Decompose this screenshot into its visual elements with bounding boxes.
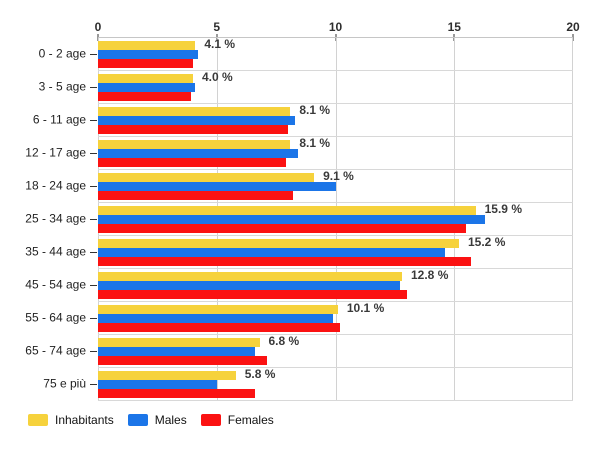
legend-entry-males[interactable]: Males — [127, 412, 187, 427]
legend-entry-females[interactable]: Females — [200, 412, 274, 427]
category-tick-mark — [90, 87, 97, 88]
inhabitants-bar[interactable] — [98, 41, 196, 50]
males-bar[interactable] — [98, 248, 445, 257]
legend-swatch — [200, 414, 221, 426]
females-bar[interactable] — [98, 59, 193, 68]
vertical-gridline — [572, 38, 573, 400]
inhabitants-bar[interactable] — [98, 107, 291, 116]
males-bar[interactable] — [98, 380, 217, 389]
females-bar[interactable] — [98, 158, 286, 167]
females-bar[interactable] — [98, 224, 467, 233]
category-tick-mark — [90, 351, 97, 352]
bar-value-label: 10.1 % — [346, 301, 385, 315]
chart-row: 45 - 54 age 12.8 % — [25, 268, 573, 302]
x-axis-tick-label: 5 — [213, 20, 221, 34]
inhabitants-bar[interactable] — [98, 173, 315, 182]
category-tick-mark — [90, 384, 97, 385]
category-label: 65 - 74 age — [25, 343, 86, 358]
females-bar[interactable] — [98, 290, 407, 299]
chart-row: 25 - 34 age 15.9 % — [25, 202, 573, 236]
bar-value-label: 8.1 % — [299, 103, 331, 117]
bar-value-label: 15.9 % — [484, 202, 522, 216]
legend-label: Inhabitants — [55, 412, 114, 427]
legend: Inhabitants Males Females — [28, 411, 274, 429]
legend-label: Males — [154, 412, 187, 427]
bar-value-label: 6.8 % — [268, 334, 300, 348]
males-bar[interactable] — [98, 83, 196, 92]
males-bar[interactable] — [98, 182, 336, 191]
males-bar[interactable] — [98, 347, 255, 356]
males-bar[interactable] — [98, 149, 298, 158]
females-bar[interactable] — [98, 125, 288, 134]
bar-value-label: 9.1 % — [323, 169, 354, 183]
category-label: 6 - 11 age — [32, 112, 86, 127]
legend-entry-inhabitants[interactable]: Inhabitants — [28, 412, 114, 427]
category-tick-mark — [90, 318, 97, 319]
category-tick-mark — [90, 285, 97, 286]
chart-row: 75 e più 5.8 % — [43, 367, 573, 401]
category-label: 35 - 44 age — [25, 244, 86, 259]
inhabitants-bar[interactable] — [98, 140, 291, 149]
bar-value-label: 5.8 % — [244, 367, 276, 381]
inhabitants-bar[interactable] — [98, 371, 236, 380]
legend-swatch — [127, 414, 148, 426]
plot-area: 0 - 2 age 4.1 % 3 - 5 age 4.0 % 6 - 11 age 8.… — [25, 37, 573, 401]
category-label: 12 - 17 age — [25, 145, 86, 160]
category-tick-mark — [90, 120, 97, 121]
x-axis: 0 5 10 15 20 — [94, 18, 580, 41]
category-label: 18 - 24 age — [25, 178, 86, 193]
inhabitants-bar[interactable] — [98, 305, 338, 314]
x-axis-tick-label: 20 — [566, 20, 580, 34]
category-tick-mark — [90, 219, 97, 220]
category-label: 45 - 54 age — [25, 277, 86, 292]
category-label: 55 - 64 age — [25, 310, 86, 325]
males-bar[interactable] — [98, 50, 198, 59]
bar-value-label: 4.0 % — [202, 70, 233, 84]
category-tick-mark — [90, 252, 97, 253]
chart-row: 18 - 24 age 9.1 % — [25, 169, 573, 203]
category-tick-mark — [90, 54, 97, 55]
males-bar[interactable] — [98, 116, 296, 125]
bar-value-label: 12.8 % — [411, 268, 449, 282]
chart-row: 35 - 44 age 15.2 % — [25, 235, 573, 269]
males-bar[interactable] — [98, 314, 334, 323]
legend-swatch — [28, 414, 48, 426]
category-tick-mark — [90, 153, 97, 154]
females-bar[interactable] — [98, 92, 191, 101]
females-bar[interactable] — [98, 389, 255, 398]
category-tick-mark — [90, 186, 97, 187]
inhabitants-bar[interactable] — [98, 272, 402, 281]
bar-value-label: 15.2 % — [468, 235, 506, 249]
x-axis-tick-mark — [572, 34, 574, 41]
category-label: 75 e più — [43, 376, 86, 391]
chart-row: 0 - 2 age 4.1 % — [39, 37, 573, 71]
x-axis-tick-label: 15 — [447, 20, 461, 34]
inhabitants-bar[interactable] — [98, 74, 193, 83]
category-label: 3 - 5 age — [38, 79, 86, 94]
inhabitants-bar[interactable] — [98, 338, 260, 347]
category-label: 0 - 2 age — [38, 46, 86, 61]
males-bar[interactable] — [98, 215, 486, 224]
category-label: 25 - 34 age — [25, 211, 86, 226]
females-bar[interactable] — [98, 191, 293, 200]
females-bar[interactable] — [98, 323, 341, 332]
x-axis-tick-label: 10 — [328, 20, 343, 34]
females-bar[interactable] — [98, 356, 267, 365]
inhabitants-bar[interactable] — [98, 206, 476, 215]
bar-value-label: 4.1 % — [204, 37, 236, 51]
chart-row: 6 - 11 age 8.1 % — [33, 103, 573, 137]
chart-row: 3 - 5 age 4.0 % — [39, 70, 573, 104]
inhabitants-bar[interactable] — [98, 239, 459, 248]
legend-label: Females — [227, 412, 274, 427]
males-bar[interactable] — [98, 281, 400, 290]
chart-row: 12 - 17 age 8.1 % — [25, 136, 573, 170]
bar-value-label: 8.1 % — [299, 136, 331, 150]
x-axis-tick-label: 0 — [94, 20, 102, 34]
females-bar[interactable] — [98, 257, 471, 266]
chart-row: 65 - 74 age 6.8 % — [25, 334, 573, 368]
chart-row: 55 - 64 age 10.1 % — [25, 301, 573, 335]
